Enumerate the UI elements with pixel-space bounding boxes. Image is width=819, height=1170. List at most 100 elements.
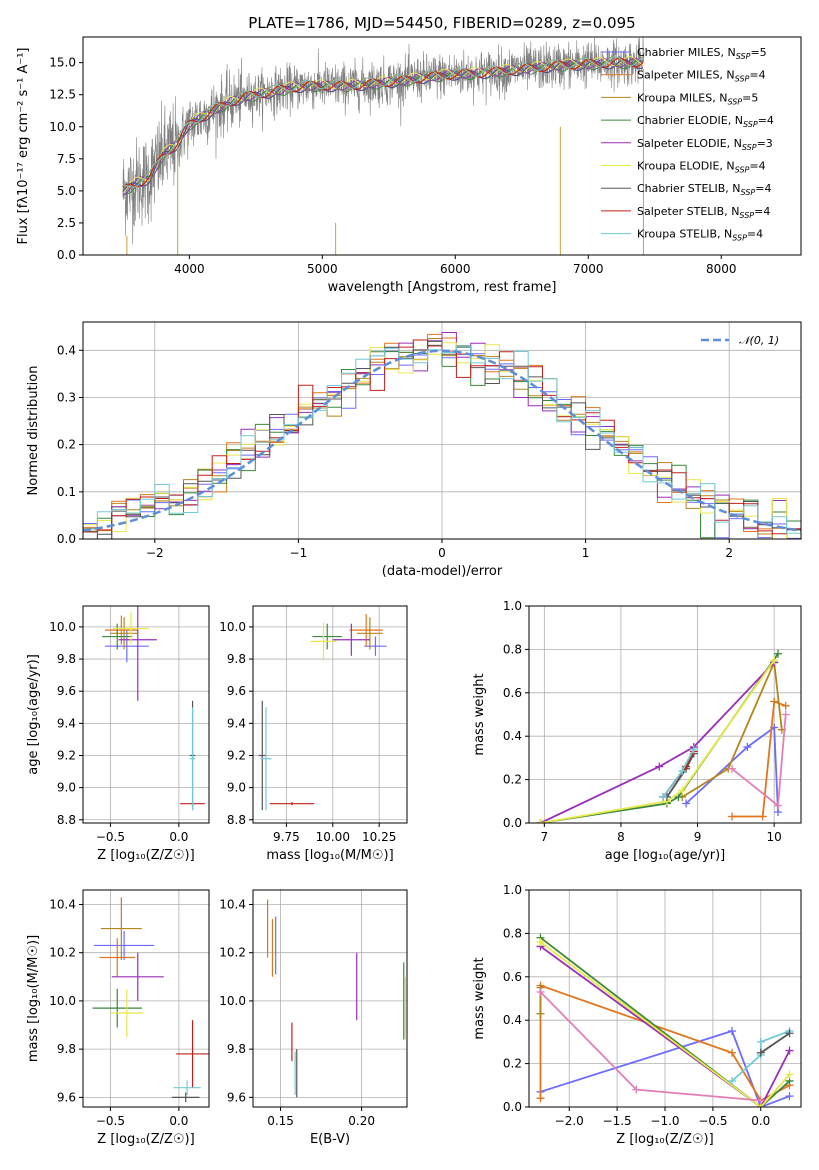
panel-spectrum: 4000 5000 6000 7000 8000 0.0 2.5 5.0 7.5 10.0 12.5… <box>16 36 802 295</box>
y-tick-label: 1.0 <box>503 599 522 613</box>
legend-entry: Salpeter ELODIE, NSSP=3 <box>637 137 773 152</box>
weight-point <box>536 938 545 947</box>
y-axis-label: mass weight <box>472 673 487 755</box>
weight-point <box>781 710 790 719</box>
panel-age-vs-Z: −0.5 0.0 8.8 9.0 9.2 9.4 9.6 9.8 10.0 Z [log₁₀(Z/… <box>26 605 210 863</box>
y-tick-label: 0.1 <box>57 485 76 499</box>
weight-point <box>728 764 737 773</box>
axes-frame <box>252 605 408 824</box>
axes-frame <box>252 889 408 1108</box>
errorbar-chabrier-elodie <box>102 623 133 650</box>
x-tick-label: 0.20 <box>348 1114 375 1128</box>
y-tick-label: 0.0 <box>503 1100 522 1114</box>
y-tick-label: 1.0 <box>503 883 522 897</box>
legend-entry: Kroupa ELODIE, NSSP=4 <box>637 160 766 175</box>
plot-area <box>102 606 205 811</box>
errorbar-salpeter-elodie <box>118 606 157 701</box>
x-tick-label: 9.75 <box>273 830 300 844</box>
y-tick-label: 9.4 <box>57 716 76 730</box>
x-tick-label: 8 <box>617 830 625 844</box>
y-tick-label: 0.6 <box>503 970 522 984</box>
errorbar-chabrier-stelib <box>172 1092 200 1103</box>
errorbar-kroupa-miles <box>356 617 383 650</box>
figure-title: PLATE=1786, MJD=54450, FIBERID=0289, z=0… <box>248 14 635 32</box>
x-tick-label: −1.0 <box>650 1114 679 1128</box>
x-axis-label: mass [log₁₀(M/M☉)] <box>266 848 393 863</box>
weight-point <box>774 649 783 658</box>
y-axis-label: mass [log₁₀(M/M☉)] <box>26 935 41 1062</box>
weight-point <box>678 766 687 775</box>
legend-entry: 𝒩(0, 1) <box>739 334 779 347</box>
x-tick-label: 10 <box>767 830 782 844</box>
x-tick-label: −1 <box>290 546 308 560</box>
x-axis-label: wavelength [Angstrom, rest frame] <box>328 280 557 295</box>
y-tick-label: 0.0 <box>57 248 76 262</box>
errorbar-chabrier-miles <box>93 930 155 960</box>
legend-entry: Salpeter STELIB, NSSP=4 <box>637 205 770 220</box>
weight-point <box>781 701 790 710</box>
x-tick-label: 5000 <box>307 262 338 276</box>
y-tick-label: 0.3 <box>57 390 76 404</box>
y-tick-label: 9.8 <box>57 1042 76 1056</box>
weight-point <box>682 799 691 808</box>
panel-mass-vs-Z: −0.5 0.0 9.6 9.8 10.0 10.2 10.4 Z [log₁₀(Z/Z☉)]… <box>26 889 210 1147</box>
x-axis-label: E(B-V) <box>310 1132 350 1147</box>
model-line-kroupa-elodie <box>122 56 644 194</box>
errorbar-salpeter-miles <box>349 614 383 647</box>
weight-point <box>785 1070 794 1079</box>
weight-point <box>728 812 737 821</box>
x-tick-label: −2.0 <box>555 1114 584 1128</box>
x-tick-label: 8000 <box>706 262 737 276</box>
errorbar-kroupa-stelib <box>260 707 272 811</box>
weight-point <box>678 786 687 795</box>
x-axis-label: Z [log₁₀(Z/Z☉)] <box>97 848 194 863</box>
legend-entry: Chabrier MILES, NSSP=5 <box>637 46 767 61</box>
weight-line-pink <box>539 991 761 1102</box>
y-tick-label: 15.0 <box>49 56 76 70</box>
errorbar-kroupa-stelib <box>173 1080 201 1095</box>
x-axis-label: age [log₁₀(age/yr)] <box>605 848 726 863</box>
panel-age-vs-mass: 9.75 10.00 10.25 8.8 9.0 9.2 9.4 9.6 9.8 10.0 mass… <box>219 605 408 863</box>
legend-entry: Kroupa MILES, NSSP=5 <box>637 91 758 106</box>
y-tick-label: 9.8 <box>227 652 246 666</box>
x-tick-label: 4000 <box>174 262 205 276</box>
x-tick-label: 10.25 <box>362 830 396 844</box>
errorbar-salpeter-miles <box>99 938 136 977</box>
errorbar-salpeter-elodie <box>111 952 164 1001</box>
weight-point <box>758 812 767 821</box>
y-tick-label: 0.8 <box>503 642 522 656</box>
model-line-chabrier-stelib <box>122 59 644 193</box>
model-line-chabrier-miles <box>122 59 644 192</box>
errorbar-kroupa-elodie <box>110 988 144 1038</box>
x-tick-label: 0.0 <box>169 1114 188 1128</box>
weight-line-salpeter-miles <box>732 700 787 818</box>
axes-frame <box>82 605 210 824</box>
errorbar-chabrier-stelib <box>258 700 266 811</box>
weight-point <box>774 801 783 810</box>
errorbar-chabrier-elodie <box>92 988 142 1028</box>
weight-line-salpeter-elodie <box>539 945 791 1107</box>
y-axis-label: mass weight <box>472 957 487 1039</box>
legend-entry: Salpeter MILES, NSSP=4 <box>637 69 766 84</box>
model-line-kroupa-stelib <box>122 56 644 188</box>
y-tick-label: 0.4 <box>503 729 522 743</box>
weight-point <box>756 1096 765 1105</box>
errorbar-kroupa-elodie <box>310 622 337 661</box>
y-tick-label: 0.4 <box>57 343 76 357</box>
plot-area <box>536 933 794 1107</box>
weight-point <box>536 819 545 823</box>
weight-point <box>655 762 664 771</box>
y-axis-label: Flux [fλ10⁻¹⁷ erg cm⁻² s⁻¹ A⁻¹] <box>16 48 31 245</box>
weight-point <box>756 1048 765 1057</box>
weight-point <box>536 1009 545 1018</box>
errorbar-salpeter-elodie <box>332 623 370 656</box>
panel-residuals: −2 −1 0 1 2 0.0 0.1 0.2 0.3 0.4 (data-model)/error… <box>26 321 802 579</box>
y-axis-label: age [log₁₀(age/yr)] <box>26 654 41 775</box>
y-tick-label: 8.8 <box>57 813 76 827</box>
weight-line-salpeter-elodie <box>540 661 775 823</box>
errorbar-chabrier-miles <box>364 636 387 656</box>
weight-point <box>756 1037 765 1046</box>
y-tick-label: 10.0 <box>49 120 76 134</box>
weight-line-kroupa-stelib <box>731 1030 790 1082</box>
errorbar-salpeter-stelib <box>269 802 315 806</box>
